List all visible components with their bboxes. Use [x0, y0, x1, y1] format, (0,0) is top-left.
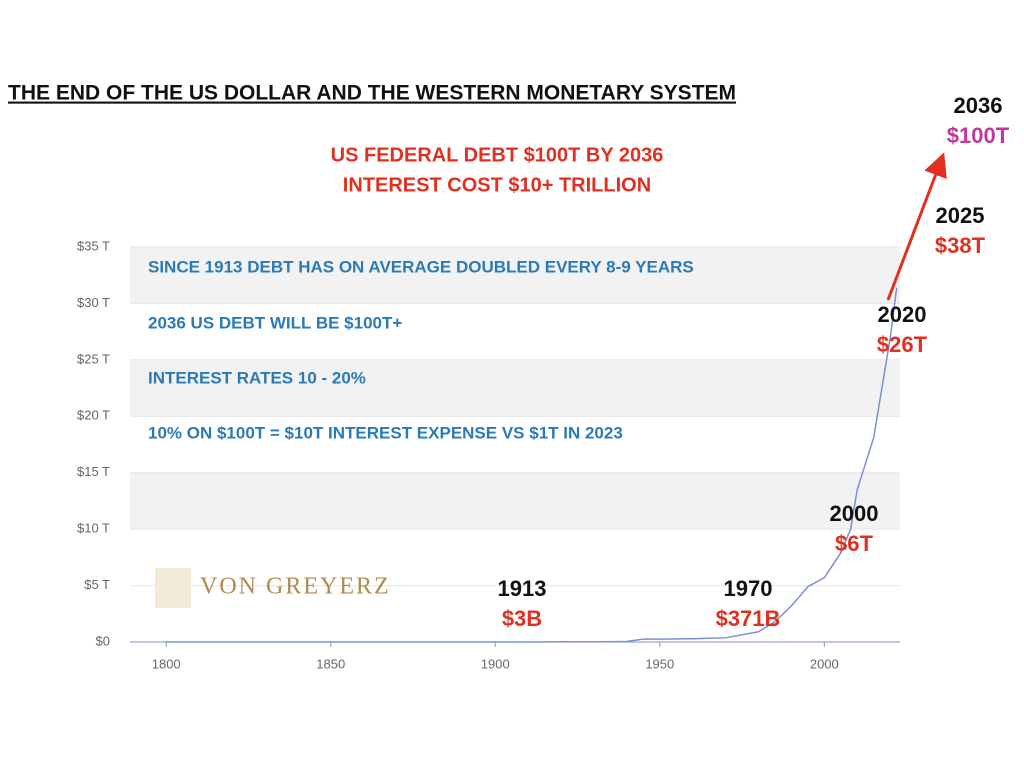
y-tick-label: $20 T: [77, 408, 110, 423]
y-tick-label: $25 T: [77, 351, 110, 366]
note: 2036 US DEBT WILL BE $100T+: [148, 313, 402, 332]
annotation-year: 1913: [498, 576, 547, 601]
x-tick-label: 2000: [810, 656, 839, 671]
title: THE END OF THE US DOLLAR AND THE WESTERN…: [8, 82, 736, 105]
annotation-amount: $6T: [835, 531, 873, 556]
y-tick-label: $15 T: [77, 464, 110, 479]
annotation-amount: $3B: [502, 606, 542, 631]
arrow: [886, 152, 947, 301]
x-tick-label: 1800: [152, 656, 181, 671]
logo-mark: [155, 568, 191, 608]
grid-band: [130, 247, 900, 304]
annotation-year: 2000: [830, 501, 879, 526]
note: INTEREST RATES 10 - 20%: [148, 368, 366, 387]
y-tick-label: $5 T: [84, 577, 110, 592]
annotation-year: 2036: [954, 93, 1003, 118]
subtitle: US FEDERAL DEBT $100T BY 2036: [331, 144, 664, 166]
x-tick-label: 1950: [645, 656, 674, 671]
grid-band: [130, 359, 900, 417]
note: SINCE 1913 DEBT HAS ON AVERAGE DOUBLED E…: [148, 257, 694, 276]
annotation-amount: $100T: [947, 123, 1010, 148]
y-tick-label: $35 T: [77, 238, 110, 253]
annotation-amount: $371B: [716, 606, 781, 631]
grid-band: [130, 585, 900, 642]
annotation-amount: $38T: [935, 233, 986, 258]
x-tick-label: 1850: [316, 656, 345, 671]
y-tick-label: $10 T: [77, 521, 110, 536]
annotation-year: 1970: [724, 576, 773, 601]
annotation-amount: $26T: [877, 332, 928, 357]
subtitle: INTEREST COST $10+ TRILLION: [343, 174, 651, 196]
y-tick-label: $30 T: [77, 295, 110, 310]
note: 10% ON $100T = $10T INTEREST EXPENSE VS …: [148, 423, 623, 442]
x-tick-label: 1900: [481, 656, 510, 671]
annotation-year: 2020: [878, 302, 927, 327]
annotation-year: 2025: [936, 203, 985, 228]
grid-band: [130, 472, 900, 530]
line: [166, 287, 898, 643]
logo: VON GREYERZ: [200, 574, 391, 600]
y-tick-label: $0: [96, 633, 110, 648]
